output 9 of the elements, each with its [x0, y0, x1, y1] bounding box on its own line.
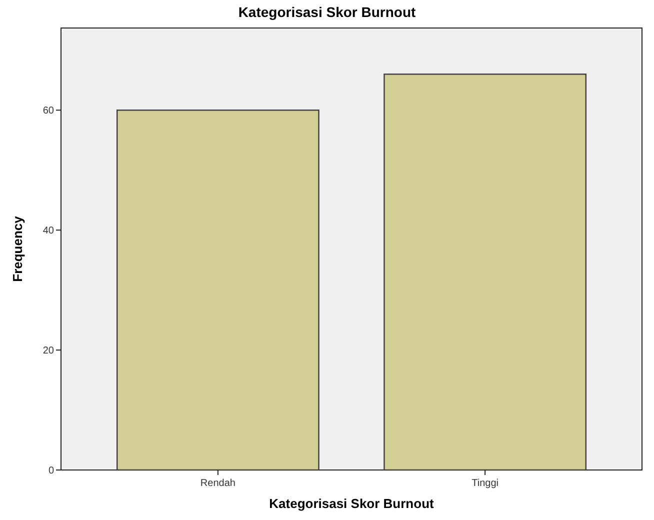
y-tick-label: 20 — [42, 346, 54, 357]
x-tick-label: Rendah — [200, 478, 236, 489]
chart-title: Kategorisasi Skor Burnout — [238, 4, 416, 20]
y-tick-label: 0 — [48, 466, 54, 476]
y-tick-label: 40 — [42, 226, 54, 237]
x-tick-label: Tinggi — [472, 478, 498, 489]
y-axis-title: Frequency — [10, 215, 25, 282]
y-tick-label: 60 — [42, 106, 54, 117]
x-axis-title: Kategorisasi Skor Burnout — [269, 496, 435, 511]
